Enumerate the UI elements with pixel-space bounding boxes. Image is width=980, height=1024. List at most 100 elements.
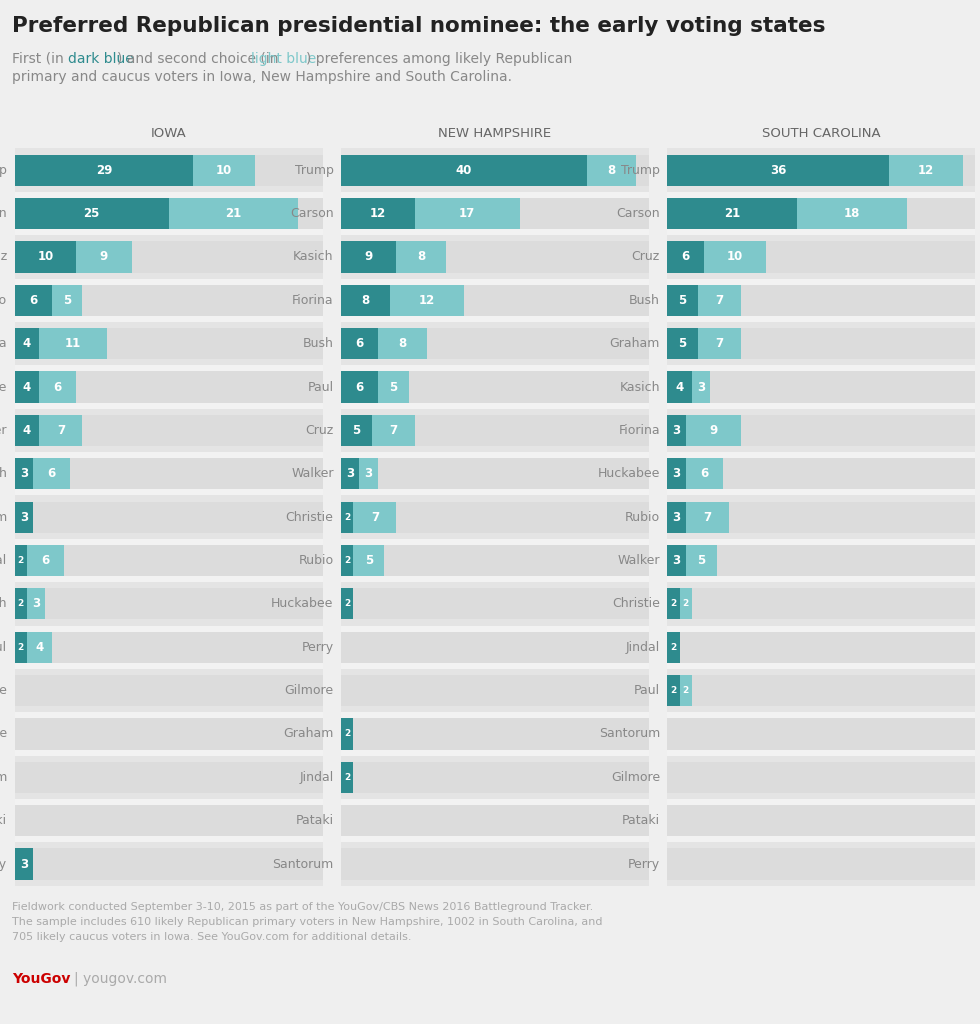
Text: 10: 10 bbox=[216, 164, 232, 177]
Bar bbox=[341, 285, 649, 315]
Bar bbox=[15, 805, 322, 837]
Bar bbox=[341, 502, 354, 532]
Text: Christie: Christie bbox=[0, 684, 7, 697]
Bar bbox=[341, 322, 649, 366]
Text: Graham: Graham bbox=[0, 771, 7, 783]
Bar bbox=[15, 675, 322, 707]
Bar bbox=[341, 155, 649, 185]
Text: Cruz: Cruz bbox=[0, 251, 7, 263]
Bar bbox=[15, 285, 322, 315]
Bar bbox=[15, 148, 322, 191]
Bar bbox=[15, 626, 322, 669]
Bar bbox=[390, 285, 465, 315]
Bar bbox=[15, 849, 33, 880]
Bar bbox=[341, 502, 649, 532]
Bar bbox=[15, 762, 322, 793]
Text: 2: 2 bbox=[18, 556, 24, 565]
Bar bbox=[15, 588, 322, 620]
Bar bbox=[797, 198, 907, 229]
Bar bbox=[15, 452, 322, 496]
Bar bbox=[341, 279, 649, 322]
Text: Carson: Carson bbox=[290, 207, 333, 220]
Text: 3: 3 bbox=[365, 467, 372, 480]
Text: 40: 40 bbox=[456, 164, 472, 177]
Text: 2: 2 bbox=[344, 599, 350, 608]
Bar bbox=[686, 502, 729, 532]
Bar bbox=[667, 458, 686, 489]
Text: Perry: Perry bbox=[302, 641, 333, 653]
Bar bbox=[341, 545, 354, 577]
Bar bbox=[698, 328, 741, 359]
Text: Perry: Perry bbox=[0, 857, 7, 870]
Bar bbox=[667, 762, 975, 793]
Text: First (in: First (in bbox=[12, 52, 69, 66]
Bar bbox=[667, 372, 692, 402]
Text: Gilmore: Gilmore bbox=[284, 684, 333, 697]
Bar bbox=[15, 583, 322, 626]
Text: Walker: Walker bbox=[617, 554, 660, 567]
Bar bbox=[341, 583, 649, 626]
Text: 9: 9 bbox=[365, 251, 372, 263]
Text: 3: 3 bbox=[672, 511, 680, 523]
Bar bbox=[39, 328, 107, 359]
Bar bbox=[15, 799, 322, 843]
Bar bbox=[341, 762, 354, 793]
Bar bbox=[341, 762, 649, 793]
Text: 2: 2 bbox=[344, 513, 350, 521]
Text: Trump: Trump bbox=[0, 164, 7, 177]
Bar bbox=[341, 545, 649, 577]
Bar bbox=[354, 545, 384, 577]
Bar bbox=[15, 719, 322, 750]
Bar bbox=[76, 242, 131, 272]
Text: 21: 21 bbox=[225, 207, 241, 220]
Bar bbox=[341, 409, 649, 452]
Bar bbox=[667, 496, 975, 539]
Bar bbox=[667, 328, 698, 359]
Text: 17: 17 bbox=[459, 207, 475, 220]
Bar bbox=[15, 279, 322, 322]
Text: Huckabee: Huckabee bbox=[598, 467, 660, 480]
Bar bbox=[341, 236, 649, 279]
Text: 6: 6 bbox=[356, 381, 364, 393]
Text: Trump: Trump bbox=[621, 164, 660, 177]
Text: 2: 2 bbox=[683, 599, 689, 608]
Bar bbox=[341, 713, 649, 756]
Bar bbox=[341, 191, 649, 236]
Bar bbox=[15, 155, 193, 185]
Text: 8: 8 bbox=[416, 251, 425, 263]
Bar bbox=[341, 415, 649, 446]
Text: 3: 3 bbox=[697, 381, 706, 393]
Bar bbox=[667, 242, 975, 272]
Bar bbox=[15, 588, 27, 620]
Bar bbox=[667, 539, 975, 583]
Text: Paul: Paul bbox=[0, 641, 7, 653]
Bar bbox=[341, 496, 649, 539]
Bar bbox=[667, 632, 975, 663]
Bar bbox=[341, 328, 378, 359]
Bar bbox=[686, 415, 741, 446]
Bar bbox=[341, 198, 415, 229]
Bar bbox=[667, 328, 975, 359]
Bar bbox=[341, 626, 649, 669]
Bar bbox=[341, 242, 396, 272]
Text: 5: 5 bbox=[365, 554, 372, 567]
Bar bbox=[889, 155, 962, 185]
Bar bbox=[15, 539, 322, 583]
Text: 6: 6 bbox=[29, 294, 37, 307]
Text: Kasich: Kasich bbox=[293, 251, 333, 263]
Text: ) and second choice (in: ) and second choice (in bbox=[118, 52, 283, 66]
Bar bbox=[692, 372, 710, 402]
Bar bbox=[667, 502, 686, 532]
Bar bbox=[341, 675, 649, 707]
Bar bbox=[341, 849, 649, 880]
Bar bbox=[705, 242, 765, 272]
Bar bbox=[667, 458, 975, 489]
Bar bbox=[667, 148, 975, 191]
Text: 5: 5 bbox=[697, 554, 706, 567]
Text: Pataki: Pataki bbox=[296, 814, 333, 827]
Text: 9: 9 bbox=[100, 251, 108, 263]
Text: 2: 2 bbox=[670, 686, 676, 695]
Bar bbox=[341, 415, 371, 446]
Text: 36: 36 bbox=[770, 164, 786, 177]
Bar bbox=[341, 669, 649, 713]
